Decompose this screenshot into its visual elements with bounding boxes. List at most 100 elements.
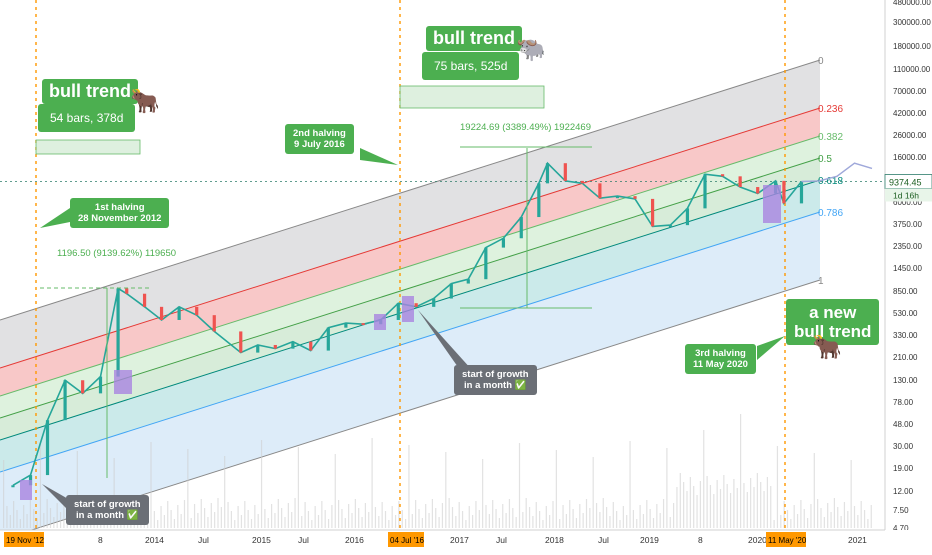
volume-bar — [522, 512, 524, 528]
volume-bar — [512, 508, 514, 528]
candle — [81, 380, 85, 394]
volume-bar — [13, 501, 15, 528]
volume-bar — [472, 515, 474, 528]
y-tick-label: 30.00 — [893, 442, 914, 451]
volume-bar — [428, 513, 430, 528]
fib-line — [0, 211, 821, 473]
candle — [738, 176, 742, 188]
volume-bar — [334, 454, 336, 528]
volume-bar — [498, 518, 500, 528]
candle — [116, 288, 120, 377]
volume-bar — [686, 491, 688, 528]
volume-bar — [388, 520, 390, 528]
volume-bar — [689, 477, 691, 528]
x-tick-highlight — [766, 532, 806, 547]
candle — [756, 187, 760, 194]
volume-bar — [639, 505, 641, 528]
x-tick-label: Jul — [496, 535, 507, 545]
volume-bar — [662, 499, 665, 528]
x-tick-label: 8 — [698, 535, 703, 545]
volume-bar — [224, 456, 226, 528]
volume-bar — [53, 517, 55, 528]
volume-bar — [649, 509, 651, 528]
volume-bar — [327, 519, 330, 528]
volume-bar — [559, 519, 561, 528]
volume-bar — [740, 414, 742, 528]
candle — [177, 306, 181, 320]
volume-bar — [867, 519, 869, 528]
volume-bar — [729, 493, 732, 528]
volume-bar — [616, 511, 618, 528]
candle — [256, 344, 260, 353]
volume-bar — [736, 488, 738, 528]
volume-bar — [796, 514, 799, 528]
volume-bar — [33, 509, 35, 528]
volume-bar — [264, 509, 266, 528]
candle — [125, 288, 129, 294]
volume-bar — [465, 520, 467, 528]
measurement-label: 1196.50 (9139.62%) 119650 — [57, 248, 176, 259]
volume-bar — [210, 503, 212, 528]
bull-run-range — [399, 85, 545, 109]
volume-bar — [475, 501, 477, 528]
growth-highlight — [20, 480, 32, 500]
volume-bar — [800, 500, 802, 528]
volume-bar — [766, 477, 768, 528]
volume-bar — [338, 500, 340, 528]
halving-callout-1: 1st halving 28 November 2012 — [70, 198, 170, 228]
volume-bar — [173, 519, 176, 528]
volume-bar — [408, 445, 410, 528]
volume-bar — [76, 451, 78, 528]
volume-bar — [304, 502, 306, 528]
candle — [45, 420, 50, 476]
bull-icon: 🐂 — [812, 334, 842, 361]
volume-bar — [528, 507, 531, 528]
candle — [615, 196, 620, 199]
candle — [782, 180, 786, 204]
growth-callout-1: start of growth in a month ✅ — [66, 495, 149, 525]
volume-bar — [230, 511, 232, 528]
volume-bar — [847, 511, 849, 528]
volume-bar — [843, 502, 846, 528]
bull-trend-detail-2: 75 bars, 525d — [422, 52, 520, 80]
new-bull-trend-callout: a new bull trend — [786, 299, 880, 345]
candle — [537, 183, 541, 218]
volume-bar — [200, 499, 202, 528]
volume-bar — [780, 515, 782, 528]
volume-bar — [163, 515, 165, 528]
fib-level-label: 0.236 — [818, 104, 843, 115]
volume-bar — [733, 479, 735, 528]
volume-bar — [361, 517, 363, 528]
volume-bar — [656, 504, 658, 528]
volume-bar — [250, 519, 253, 528]
growth-highlight — [114, 370, 132, 394]
fib-band — [0, 60, 820, 368]
volume-bar — [753, 487, 755, 528]
volume-bar — [830, 512, 832, 528]
volume-bar — [257, 514, 259, 528]
x-tick-label: 19 Nov '12 — [6, 536, 45, 545]
volume-bar — [331, 505, 333, 528]
volume-bar — [582, 513, 584, 528]
volume-bar — [3, 460, 5, 528]
candle — [633, 196, 637, 199]
volume-bar — [783, 501, 785, 528]
volume-bar — [622, 506, 624, 528]
volume-bar — [575, 518, 578, 528]
y-tick-label: 19.00 — [893, 464, 914, 473]
volume-bar — [850, 460, 852, 528]
y-tick-label: 2350.00 — [893, 242, 922, 251]
volume-bar — [415, 500, 417, 528]
volume-bar — [177, 505, 179, 528]
candle — [563, 163, 567, 181]
x-tick-label: 04 Jul '16 — [390, 536, 425, 545]
volume-bar — [425, 504, 427, 528]
volume-bar — [756, 473, 758, 528]
bull-trend-title-2: bull trend — [426, 26, 522, 51]
volume-bar — [311, 520, 313, 528]
volume-bar — [244, 501, 246, 528]
fib-line — [0, 157, 821, 419]
measurement-label: 19224.69 (3389.49%) 1922469 — [460, 122, 591, 133]
volume-bar — [9, 515, 11, 528]
